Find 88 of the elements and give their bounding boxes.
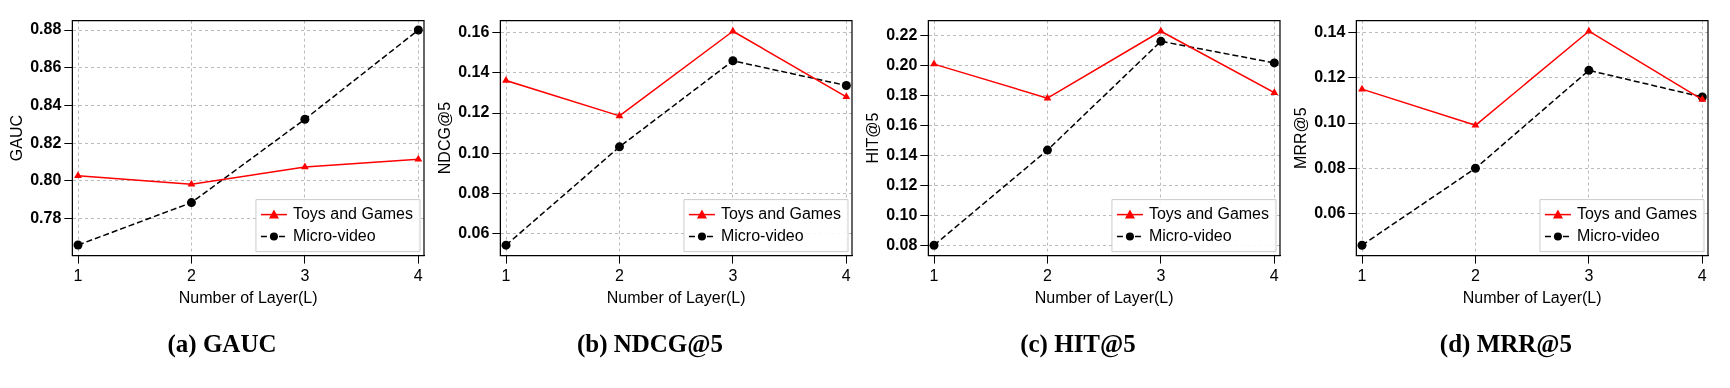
point — [300, 114, 310, 124]
point — [842, 92, 851, 100]
y-tick-label: 0.12 — [1314, 68, 1346, 86]
x-tick-label: 1 — [73, 266, 83, 284]
x-tick-label: 3 — [300, 266, 310, 284]
y-tick-label: 0.16 — [458, 23, 490, 41]
x-axis-title: Number of Layer(L) — [178, 288, 318, 306]
x-tick-label: 1 — [1357, 266, 1367, 284]
y-tick-label: 0.08 — [1314, 158, 1346, 176]
point — [502, 76, 510, 83]
y-tick-label: 0.88 — [30, 20, 62, 38]
y-tick-label: 0.06 — [1314, 203, 1346, 221]
y-tick-label: 0.80 — [30, 171, 62, 189]
x-axis-title: Number of Layer(L) — [606, 288, 746, 306]
point — [728, 26, 737, 34]
y-tick-label: 0.84 — [30, 95, 62, 113]
legend-label: Micro-video — [292, 227, 376, 245]
point — [73, 240, 83, 250]
point — [186, 198, 196, 208]
y-tick-label: 0.20 — [886, 55, 918, 73]
text: (a) GAUC — [166, 330, 278, 358]
point — [1269, 58, 1279, 68]
legend-label: Toys and Games — [720, 205, 842, 223]
y-tick-label: 0.10 — [886, 205, 918, 223]
x-tick-label: 4 — [1269, 266, 1279, 284]
y-tick-label: 0.16 — [886, 115, 918, 133]
y-tick-label: 0.86 — [30, 58, 62, 76]
point — [614, 142, 624, 152]
x-tick-label: 2 — [1043, 266, 1052, 284]
y-tick-label: 0.14 — [1314, 22, 1346, 40]
point — [187, 179, 196, 187]
y-tick-label: 0.12 — [458, 103, 490, 121]
point — [1584, 65, 1594, 75]
x-axis-title: Number of Layer(L) — [1034, 288, 1174, 306]
point — [413, 25, 423, 35]
point — [1471, 120, 1480, 128]
text: (b) NDCG@5 — [575, 330, 725, 358]
y-tick-label: 0.10 — [1314, 113, 1346, 131]
x-tick-label: 4 — [841, 266, 851, 284]
x-axis-title: Number of Layer(L) — [1462, 288, 1602, 306]
y-tick-label: 0.14 — [458, 63, 490, 81]
x-tick-label: 4 — [1697, 266, 1707, 284]
y-axis-title: NDCG@5 — [436, 101, 454, 175]
point — [74, 171, 82, 179]
x-tick-label: 2 — [615, 266, 624, 284]
point — [300, 162, 309, 170]
x-tick-label: 1 — [501, 266, 511, 284]
y-axis-title: GAUC — [8, 114, 26, 162]
y-tick-label: 0.82 — [30, 133, 62, 151]
y-tick-label: 0.78 — [30, 209, 62, 227]
point — [1358, 84, 1366, 92]
point — [1470, 163, 1480, 173]
x-tick-label: 3 — [728, 266, 738, 284]
point — [929, 240, 939, 250]
point — [1156, 36, 1166, 46]
point — [1270, 88, 1279, 95]
x-tick-label: 3 — [1584, 266, 1594, 284]
y-tick-label: 0.12 — [886, 175, 918, 193]
legend-label: Toys and Games — [1148, 205, 1270, 223]
point — [728, 56, 738, 66]
point — [1042, 145, 1052, 155]
legend-label: Micro-video — [1148, 227, 1232, 245]
legend-label: Micro-video — [1576, 227, 1660, 245]
x-tick-label: 2 — [187, 266, 196, 284]
y-tick-label: 0.10 — [458, 143, 490, 161]
point — [615, 111, 624, 119]
x-tick-label: 3 — [1156, 266, 1166, 284]
point — [1156, 26, 1165, 34]
y-tick-label: 0.14 — [886, 145, 918, 163]
point — [841, 81, 851, 91]
y-tick-label: 0.06 — [458, 224, 490, 242]
text: (d) MRR@5 — [1438, 330, 1574, 358]
y-axis-title: MRR@5 — [1292, 107, 1310, 169]
x-tick-label: 1 — [929, 266, 939, 284]
y-axis-title: HIT@5 — [864, 112, 882, 164]
point — [501, 240, 511, 250]
legend-label: Toys and Games — [1576, 205, 1698, 223]
y-tick-label: 0.08 — [886, 235, 918, 253]
y-tick-label: 0.18 — [886, 85, 918, 103]
x-tick-label: 2 — [1471, 266, 1480, 284]
point — [1357, 240, 1367, 250]
legend-label: Micro-video — [720, 227, 804, 245]
x-tick-label: 4 — [413, 266, 423, 284]
y-tick-label: 0.22 — [886, 25, 918, 43]
legend-label: Toys and Games — [292, 205, 414, 223]
y-tick-label: 0.08 — [458, 183, 490, 201]
point — [930, 59, 938, 67]
text: (c) HIT@5 — [1019, 330, 1137, 358]
